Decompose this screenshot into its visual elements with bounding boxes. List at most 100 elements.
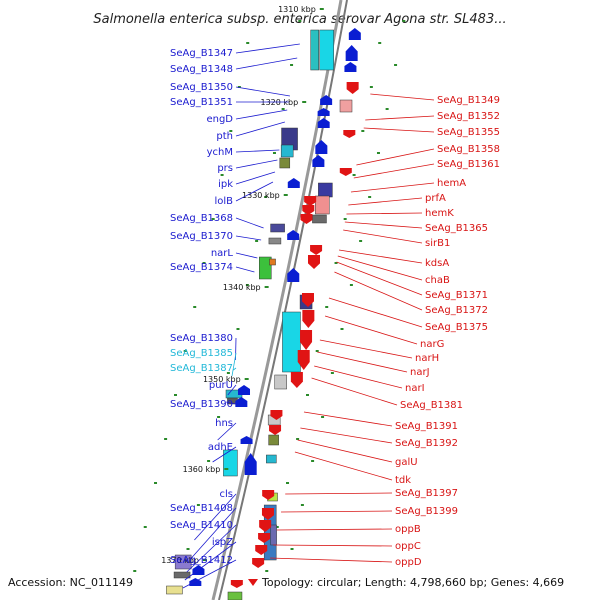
track-tick [183,350,187,352]
left-label-connector [235,121,285,137]
plus-strand-gene-arrow [344,62,357,72]
feature-block [339,99,353,113]
right-label-connector [334,271,423,311]
minus-strand-legend-icon [248,579,258,586]
minus-strand-gene-arrow [300,214,313,224]
minus-strand-gene-arrow [346,82,359,94]
left-label-connector [186,524,237,573]
track-tick [226,372,230,374]
right-gene-label: sirB1 [425,238,450,249]
minus-strand-gene-arrow [262,490,275,500]
left-label-connector [212,446,237,463]
left-label-connector [235,86,291,97]
right-label-connector [365,115,435,121]
right-label-connector [297,439,393,463]
right-gene-label: narH [415,353,439,364]
right-label-connector [314,365,403,389]
right-label-connector [344,221,423,229]
left-label-connector [235,217,264,229]
track-tick [334,262,338,264]
left-gene-label: SeAg_B1351 [170,97,233,108]
scale-label: 1350 kbp [203,375,241,384]
right-label-connector [328,297,423,328]
minus-strand-gene-arrow [297,350,310,370]
minus-strand-gene-arrow [343,130,356,138]
left-gene-label: SeAg_B1390 [170,399,233,410]
feature-block [259,256,272,280]
left-gene-label: lolB [214,196,233,207]
left-gene-label: ychM [207,147,233,158]
left-gene-label: prs [217,163,233,174]
accession-text: Accession: NC_011149 [8,576,133,589]
right-gene-label: narJ [410,367,430,378]
left-gene-label: SeAg_B1385 [170,348,233,359]
track-tick [211,218,215,220]
right-gene-label: tdk [395,475,411,486]
track-tick [385,108,389,110]
track-tick [236,328,240,330]
track-tick [281,108,285,110]
left-gene-label: pth [216,131,233,142]
minus-strand-gene-arrow [300,330,313,350]
genome-backbone [211,0,348,600]
track-tick [321,416,325,418]
left-label-connector [235,252,258,259]
right-gene-label: SeAg_B1375 [425,322,488,333]
left-gene-label: SeAg_B1374 [170,262,233,273]
right-label-connector [311,377,398,406]
topology-text: Topology: circular; Length: 4,798,660 bp… [261,576,564,589]
feature-block [279,157,291,169]
right-gene-label: galU [395,457,418,468]
track-tick [174,394,178,396]
feature-block [174,554,192,570]
scale-tick [319,8,324,10]
left-label-connector [235,43,300,54]
map-title: Salmonella enterica subsp. enterica sero… [93,12,506,27]
track-tick [202,262,206,264]
feature-block [310,29,319,71]
right-label-connector [370,93,435,101]
right-gene-label: narI [405,383,425,394]
plus-strand-gene-arrow [317,108,330,116]
feature-blocks [166,29,353,600]
right-gene-label: oppD [395,557,422,568]
track-tick [394,64,398,66]
scale-tick [224,468,229,470]
feature-block [166,585,183,595]
right-gene-label: SeAg_B1352 [437,111,500,122]
right-gene-label: chaB [425,275,450,286]
right-label-connector [348,197,423,206]
right-gene-label: SeAg_B1361 [437,159,500,170]
track-tick [255,240,259,242]
scale-tick [202,559,207,561]
right-label-connector [276,528,393,531]
track-tick [402,20,406,22]
right-label-connector [324,315,418,345]
left-label-connector [235,171,276,185]
left-label-connector [235,266,255,273]
right-label-connector [356,148,435,166]
left-gene-label: purU [209,380,233,391]
feature-block [280,144,294,158]
track-tick [290,548,294,550]
right-gene-label: SeAg_B1365 [425,223,488,234]
feature-block [312,214,327,224]
minus-strand-gene-arrow [269,425,282,435]
track-tick [246,42,250,44]
plus-strand-gene-arrow [238,385,251,395]
label-connectors [182,43,435,589]
left-gene-label: SeAg_B1368 [170,213,233,224]
left-gene-label: SeAg_B1387 [170,363,233,374]
right-label-connector [300,427,393,444]
track-tick [343,218,347,220]
left-gene-label: engD [206,114,233,125]
gene-arrows [189,28,361,588]
track-tick [330,372,334,374]
track-tick [217,416,221,418]
scale-label: 1370 kbp [161,556,199,565]
plus-strand-gene-arrow [315,140,328,154]
right-label-connector [281,510,393,513]
track-tick [143,526,147,528]
track-tick [325,306,329,308]
